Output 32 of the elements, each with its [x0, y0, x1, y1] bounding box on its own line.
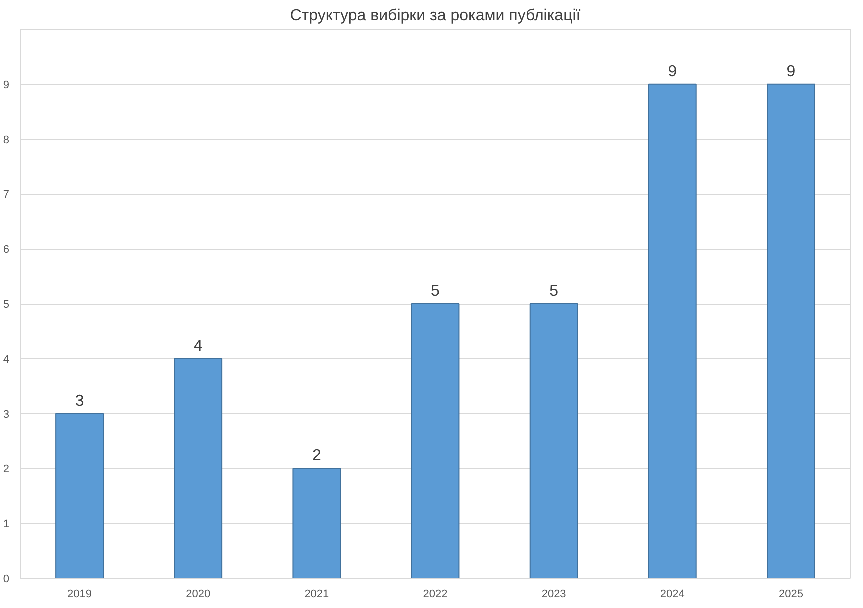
data-label: 9 [668, 63, 678, 80]
x-tick-label: 2020 [186, 588, 211, 600]
data-label: 9 [786, 63, 796, 80]
bar [411, 304, 460, 578]
bar [530, 304, 578, 578]
x-tick-label: 2021 [304, 588, 330, 600]
y-tick-label: 9 [3, 79, 10, 92]
data-label: 2 [312, 448, 322, 465]
x-tick-label: 2022 [423, 588, 448, 600]
x-tick-label: 2023 [542, 588, 566, 600]
chart-title: Структура вибірки за роками публікації [290, 8, 582, 24]
bar [56, 413, 104, 578]
y-tick-label: 6 [3, 244, 10, 256]
y-tick-label: 3 [3, 408, 10, 421]
y-tick-label: 2 [3, 464, 10, 476]
data-label: 4 [194, 338, 203, 355]
y-tick-label: 1 [3, 518, 10, 531]
x-tick-label: 2019 [68, 588, 92, 600]
y-tick-label: 7 [3, 189, 10, 202]
data-label: 5 [550, 283, 559, 300]
data-label: 3 [75, 392, 84, 410]
bar [648, 84, 697, 578]
bar [767, 84, 816, 578]
x-tick-label: 2024 [660, 588, 685, 600]
y-tick-label: 5 [3, 299, 10, 311]
y-tick-label: 8 [3, 134, 10, 146]
data-label: 5 [431, 283, 440, 300]
y-tick-label: 4 [3, 354, 10, 366]
y-tick-label: 0 [3, 574, 10, 586]
bar [174, 358, 223, 578]
bar [292, 468, 342, 578]
x-tick-label: 2025 [778, 588, 804, 600]
